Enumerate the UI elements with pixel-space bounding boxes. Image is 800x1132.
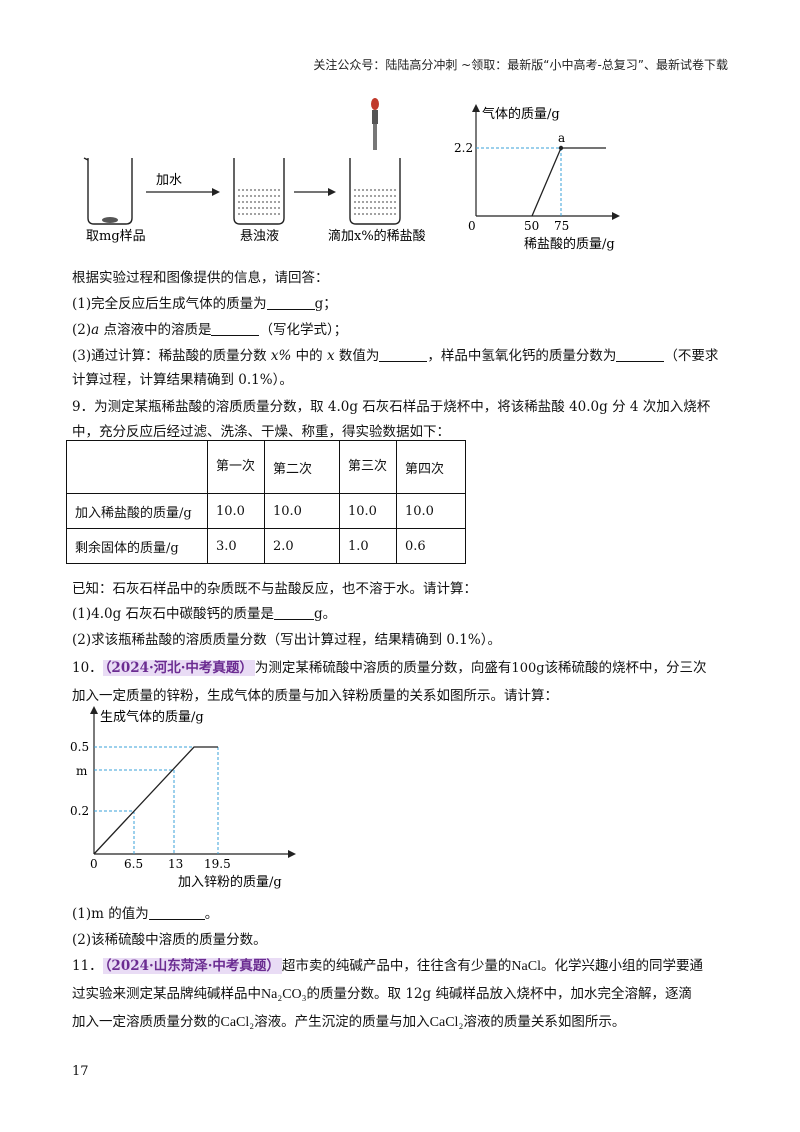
q9-part2: (2)求该瓶稀盐酸的溶质质量分数（写出计算过程，结果精确到 0.1%）。 <box>72 632 501 648</box>
q10-part1: (1)m 的值为。 <box>72 905 219 922</box>
q10-part2: (2)该稀硫酸中溶质的质量分数。 <box>72 932 267 948</box>
table-cell: 3.0 <box>207 528 265 564</box>
q9-line1: 9．为测定某瓶稀盐酸的溶质质量分数，取 4.0g 石灰石样品于烧杯中，将该稀盐酸… <box>72 399 711 415</box>
table-row: 剩余固体的质量/g 3.0 2.0 1.0 0.6 <box>66 528 466 564</box>
q9-after: 已知：石灰石样品中的杂质既不与盐酸反应，也不溶于水。请计算： <box>72 581 477 597</box>
answer-blank[interactable] <box>274 605 315 620</box>
graph2-xtick-195: 19.5 <box>204 857 231 871</box>
graph1-ylabel: 气体的质量/g <box>482 106 560 122</box>
graph2-ytick-02: 0.2 <box>70 804 89 818</box>
q10-line2: 加入一定质量的锌粉，生成气体的质量与加入锌粉质量的关系如图所示。请计算： <box>72 688 558 704</box>
table-row: 第一次 第二次 第三次 第四次 <box>66 440 466 494</box>
zinc-gas-graph: 生成气体的质量/g 加入锌粉的质量/g 0 0.5 m 0.2 6.5 13 1… <box>70 706 296 890</box>
table-cell <box>66 440 208 494</box>
arrow-label: 加水 <box>156 173 182 188</box>
q8-part3: (3)通过计算：稀盐酸的质量分数 x% 中的 x 数值为 ，样品中氢氧化钙的质量分… <box>72 347 719 364</box>
graph1-xlabel: 稀盐酸的质量/g <box>524 236 615 252</box>
graph2-xtick-65: 6.5 <box>124 857 143 871</box>
experiment-figure: 取mg样品 加水 悬浊液 滴加x%的稀盐酸 <box>83 98 426 244</box>
graph2-xlabel: 加入锌粉的质量/g <box>178 874 282 890</box>
table-cell: 第三次 <box>339 440 397 494</box>
table-cell: 0.6 <box>396 528 466 564</box>
graph1-line <box>531 147 606 217</box>
q8-part3-cont: 计算过程，计算结果精确到 0.1%）。 <box>72 372 293 388</box>
q9-table: 第一次 第二次 第三次 第四次 加入稀盐酸的质量/g 10.0 10.0 10.… <box>66 440 466 564</box>
answer-blank[interactable] <box>266 295 315 310</box>
q11-line1: 11． （2024·山东菏泽·中考真题） 超市卖的纯碱产品中，往往含有少量的NaCl… <box>72 958 703 974</box>
table-cell: 1.0 <box>339 528 397 564</box>
beaker-suspension-label: 悬浊液 <box>240 229 279 244</box>
answer-blank[interactable] <box>616 347 665 362</box>
source-tag: （2024·山东菏泽·中考真题） <box>102 958 282 974</box>
graph2-xtick-13: 13 <box>168 857 183 871</box>
table-cell: 加入稀盐酸的质量/g <box>66 493 208 529</box>
beaker-sample <box>83 157 133 225</box>
beaker-suspension <box>233 158 285 225</box>
table-cell: 剩余固体的质量/g <box>66 528 208 564</box>
graph2-ytick-05: 0.5 <box>70 740 89 754</box>
graph2-line <box>93 746 218 855</box>
table-cell: 2.0 <box>264 528 340 564</box>
q9-part1: (1)4.0g 石灰石中碳酸钙的质量是 g。 <box>72 605 337 622</box>
page-number: 17 <box>72 1064 89 1079</box>
table-cell: 第二次 <box>264 440 340 494</box>
q8-part1: (1)完全反应后生成气体的质量为 g； <box>72 295 337 312</box>
dropper-icon <box>371 98 379 150</box>
gas-mass-graph: 气体的质量/g 稀盐酸的质量/g 0 2.2 50 75 a <box>454 104 620 252</box>
beaker-acid <box>349 158 401 225</box>
graph1-xtick-75: 75 <box>554 219 569 233</box>
table-cell: 第四次 <box>396 440 466 494</box>
q8-intro: 根据实验过程和图像提供的信息，请回答： <box>72 270 329 286</box>
q11-line3: 加入一定溶质质量分数的CaCl₂溶液。产生沉淀的质量与加入CaCl₂溶液的质量关… <box>72 1014 626 1030</box>
q9-line2: 中，充分反应后经过滤、洗涤、干燥、称重，得实验数据如下： <box>72 424 450 440</box>
graph2-ytick-m: m <box>76 764 88 778</box>
table-cell: 第一次 <box>207 440 265 494</box>
table-row: 加入稀盐酸的质量/g 10.0 10.0 10.0 10.0 <box>66 493 466 529</box>
graph1-xtick-50: 50 <box>524 219 539 233</box>
table-cell: 10.0 <box>264 493 340 529</box>
graph1-origin: 0 <box>468 219 476 233</box>
graph1-ytick: 2.2 <box>454 141 473 155</box>
q10-line1: 10． （2024·河北·中考真题） 为测定某稀硫酸中溶质的质量分数，向盛有100g… <box>72 660 707 676</box>
table-cell: 10.0 <box>207 493 265 529</box>
table-cell: 10.0 <box>339 493 397 529</box>
beaker-sample-label: 取mg样品 <box>86 229 146 244</box>
beaker-acid-label: 滴加x%的稀盐酸 <box>328 228 426 244</box>
table-cell: 10.0 <box>396 493 466 529</box>
graph2-ylabel: 生成气体的质量/g <box>100 709 204 725</box>
answer-blank[interactable] <box>211 321 260 336</box>
page-header: 关注公众号：陆陆高分冲刺 ~领取：最新版“小中高考-总复习”、最新试卷下载 <box>313 58 728 72</box>
source-tag: （2024·河北·中考真题） <box>102 660 255 676</box>
q8-part2: (2)a 点溶液中的溶质是 （写化学式）； <box>72 321 348 338</box>
answer-blank[interactable] <box>148 905 205 920</box>
graph2-origin: 0 <box>90 857 98 871</box>
answer-blank[interactable] <box>379 347 428 362</box>
q11-line2: 过实验来测定某品牌纯碱样品中Na₂CO₃的质量分数。取 12g 纯碱样品放入烧杯… <box>72 986 692 1002</box>
graph1-point-a: a <box>558 131 565 145</box>
